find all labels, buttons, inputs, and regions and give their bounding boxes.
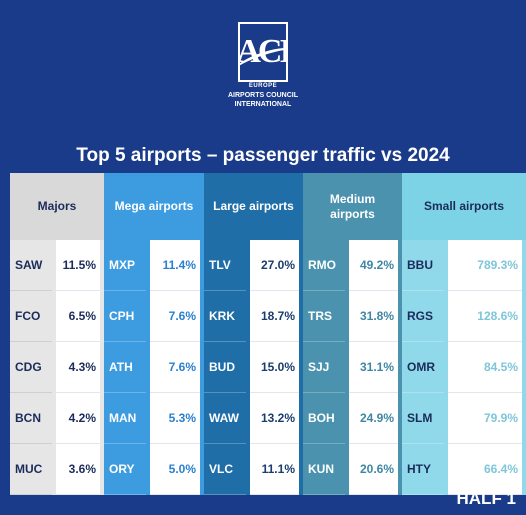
aci-logo-mark: ACI bbox=[238, 22, 288, 82]
aci-europe-logo: ACI EUROPE AIRPORTS COUNCIL INTERNATIONA… bbox=[223, 22, 303, 118]
airport-code: BBU bbox=[402, 240, 444, 291]
traffic-change-value: 31.1% bbox=[349, 342, 398, 393]
traffic-change-value: 5.0% bbox=[150, 444, 200, 495]
logo-region: EUROPE bbox=[248, 83, 278, 89]
airport-codes: MXP CPH ATH MAN ORY bbox=[104, 240, 146, 495]
column-body: SAW FCO CDG BCN MUC 11.5% 6.5% 4.3% 4.2% 3.6% bbox=[10, 240, 104, 495]
traffic-change-value: 31.8% bbox=[349, 291, 398, 342]
airport-code: CPH bbox=[104, 291, 146, 342]
airport-code: VLC bbox=[204, 444, 246, 495]
traffic-values: 27.0% 18.7% 15.0% 13.2% 11.1% bbox=[250, 240, 299, 495]
airport-code: WAW bbox=[204, 393, 246, 444]
traffic-values: 11.5% 6.5% 4.3% 4.2% 3.6% bbox=[56, 240, 100, 495]
airport-code: BCN bbox=[10, 393, 52, 444]
airport-code: BOH bbox=[303, 393, 345, 444]
traffic-change-value: 6.5% bbox=[56, 291, 100, 342]
airport-code: MUC bbox=[10, 444, 52, 495]
airport-codes: TLV KRK BUD WAW VLC bbox=[204, 240, 246, 495]
traffic-change-value: 11.5% bbox=[56, 240, 100, 291]
airport-codes: BBU RGS OMR SLM HTY bbox=[402, 240, 444, 495]
column-header-small-airports: Small airports bbox=[402, 173, 526, 240]
column-medium-airports: Medium airports RMO TRS SJJ BOH KUN 49.2% 31.8%… bbox=[303, 173, 402, 495]
column-small-airports: Small airports BBU RGS OMR SLM HTY 789.3% 128.6… bbox=[402, 173, 526, 495]
column-body: RMO TRS SJJ BOH KUN 49.2% 31.8% 31.1% 24.9% 20.6% bbox=[303, 240, 402, 495]
traffic-change-value: 4.2% bbox=[56, 393, 100, 444]
logo-letters: ACI bbox=[238, 33, 288, 70]
airport-codes: SAW FCO CDG BCN MUC bbox=[10, 240, 52, 495]
column-header-medium-airports: Medium airports bbox=[303, 173, 402, 240]
airport-code: SLM bbox=[402, 393, 444, 444]
traffic-change-value: 4.3% bbox=[56, 342, 100, 393]
airport-code: SAW bbox=[10, 240, 52, 291]
traffic-change-value: 84.5% bbox=[448, 342, 522, 393]
column-header-large-airports: Large airports bbox=[204, 173, 303, 240]
period-label: HALF 1 bbox=[456, 489, 517, 508]
airport-code: MXP bbox=[104, 240, 146, 291]
column-majors: Majors SAW FCO CDG BCN MUC 11.5% 6.5% 4.3% 4.2% 3.… bbox=[10, 173, 104, 495]
traffic-change-value: 128.6% bbox=[448, 291, 522, 342]
column-header-majors: Majors bbox=[10, 173, 104, 240]
traffic-change-value: 27.0% bbox=[250, 240, 299, 291]
logo-name-line1: AIRPORTS COUNCIL bbox=[228, 92, 298, 99]
airport-code: RGS bbox=[402, 291, 444, 342]
traffic-values: 49.2% 31.8% 31.1% 24.9% 20.6% bbox=[349, 240, 398, 495]
traffic-values: 789.3% 128.6% 84.5% 79.9% 66.4% bbox=[448, 240, 522, 495]
traffic-change-value: 5.3% bbox=[150, 393, 200, 444]
column-header-mega-airports: Mega airports bbox=[104, 173, 204, 240]
traffic-change-value: 18.7% bbox=[250, 291, 299, 342]
airports-table: Majors SAW FCO CDG BCN MUC 11.5% 6.5% 4.3% 4.2% 3.… bbox=[10, 173, 526, 495]
column-body: BBU RGS OMR SLM HTY 789.3% 128.6% 84.5% 79.9% 66.… bbox=[402, 240, 526, 495]
airport-code: OMR bbox=[402, 342, 444, 393]
airport-code: FCO bbox=[10, 291, 52, 342]
traffic-change-value: 3.6% bbox=[56, 444, 100, 495]
logo-name: AIRPORTS COUNCIL INTERNATIONAL bbox=[223, 91, 303, 109]
airport-code: TRS bbox=[303, 291, 345, 342]
logo-name-line2: INTERNATIONAL bbox=[234, 101, 292, 108]
airport-code: SJJ bbox=[303, 342, 345, 393]
airport-code: ATH bbox=[104, 342, 146, 393]
column-body: MXP CPH ATH MAN ORY 11.4% 7.6% 7.6% 5.3% 5.0% bbox=[104, 240, 204, 495]
column-large-airports: Large airports TLV KRK BUD WAW VLC 27.0% 18.7% 1… bbox=[204, 173, 303, 495]
traffic-change-value: 24.9% bbox=[349, 393, 398, 444]
airport-code: BUD bbox=[204, 342, 246, 393]
traffic-change-value: 11.4% bbox=[150, 240, 200, 291]
airport-code: KUN bbox=[303, 444, 345, 495]
traffic-change-value: 7.6% bbox=[150, 291, 200, 342]
airport-code: RMO bbox=[303, 240, 345, 291]
airport-code: HTY bbox=[402, 444, 444, 495]
traffic-change-value: 7.6% bbox=[150, 342, 200, 393]
airport-code: KRK bbox=[204, 291, 246, 342]
airport-code: MAN bbox=[104, 393, 146, 444]
traffic-change-value: 13.2% bbox=[250, 393, 299, 444]
page-title: Top 5 airports – passenger traffic vs 20… bbox=[76, 145, 450, 166]
traffic-change-value: 79.9% bbox=[448, 393, 522, 444]
column-body: TLV KRK BUD WAW VLC 27.0% 18.7% 15.0% 13.2% 11.1% bbox=[204, 240, 303, 495]
airport-code: TLV bbox=[204, 240, 246, 291]
traffic-change-value: 11.1% bbox=[250, 444, 299, 495]
traffic-change-value: 20.6% bbox=[349, 444, 398, 495]
traffic-values: 11.4% 7.6% 7.6% 5.3% 5.0% bbox=[150, 240, 200, 495]
airport-codes: RMO TRS SJJ BOH KUN bbox=[303, 240, 345, 495]
airport-code: ORY bbox=[104, 444, 146, 495]
traffic-change-value: 789.3% bbox=[448, 240, 522, 291]
airport-code: CDG bbox=[10, 342, 52, 393]
traffic-change-value: 49.2% bbox=[349, 240, 398, 291]
traffic-change-value: 66.4% bbox=[448, 444, 522, 495]
column-mega-airports: Mega airports MXP CPH ATH MAN ORY 11.4% 7.6% 7.6… bbox=[104, 173, 204, 495]
traffic-change-value: 15.0% bbox=[250, 342, 299, 393]
